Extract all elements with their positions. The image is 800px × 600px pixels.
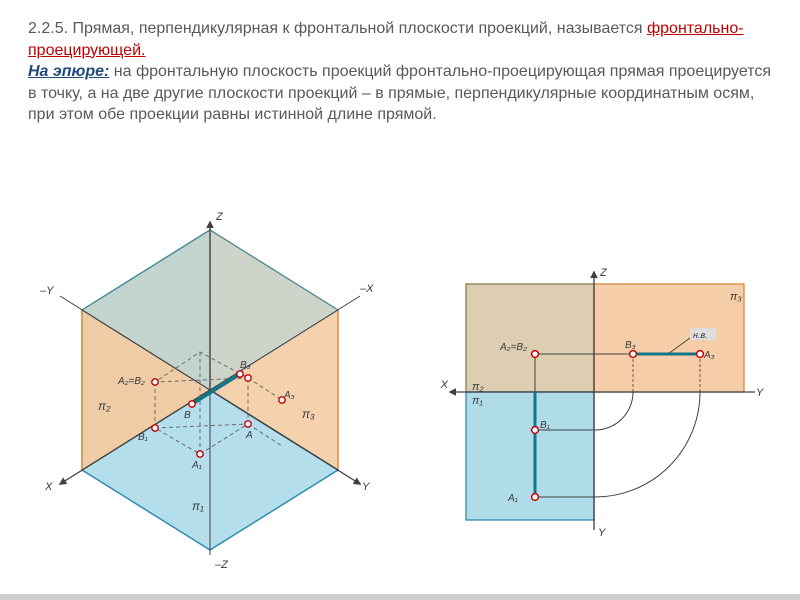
epure-pi1-rect xyxy=(466,392,594,520)
epure-label-y-right: Y xyxy=(756,387,764,399)
label-y: Y xyxy=(362,481,370,493)
label-z: Z xyxy=(215,211,224,223)
lbl-a1-3d: A₁ xyxy=(191,460,202,471)
label-pi2: π₂ xyxy=(98,399,111,413)
right-epure: X Y Z Y π₂ π₁ π₃ н.в. xyxy=(440,267,764,539)
left-3d-figure: Z –Z X –X Y –Y π₁ π₂ π₃ xyxy=(39,211,374,571)
epure-lbl-pi3: π₃ xyxy=(730,291,742,303)
lbl-b3-3d: B₃ xyxy=(240,360,251,371)
slide: 2.2.5. Прямая, перпендикулярная к фронта… xyxy=(0,0,800,600)
lbl-b-3d: B xyxy=(184,410,191,421)
lbl-a2b2-3d: A₂=B₂ xyxy=(117,376,145,387)
epure-pi3-rect xyxy=(594,284,744,392)
epure-label-y-down: Y xyxy=(598,527,606,539)
epure-lbl-pi2: π₂ xyxy=(472,381,484,393)
lbl-a-3d: A xyxy=(245,430,253,441)
diagram-layer: Z –Z X –X Y –Y π₁ π₂ π₃ xyxy=(0,0,800,600)
ep-lbl-b3: B₃ xyxy=(625,340,636,351)
hv-label: н.в. xyxy=(693,330,708,340)
label-neg-x: –X xyxy=(359,283,374,295)
ep-lbl-b1: B₁ xyxy=(540,420,550,431)
epure-label-x: X xyxy=(440,379,449,391)
ep-lbl-a3: A₃ xyxy=(703,350,715,361)
lbl-b1-3d: B₁ xyxy=(138,432,148,443)
epure-label-z: Z xyxy=(599,267,608,279)
epure-pi2-rect xyxy=(466,284,594,392)
ep-lbl-a1: A₁ xyxy=(507,493,518,504)
epure-lbl-pi1: π₁ xyxy=(472,395,483,407)
label-pi1: π₁ xyxy=(192,499,204,513)
lbl-a3-3d: A₃ xyxy=(283,390,295,401)
label-neg-y: –Y xyxy=(39,285,54,297)
label-pi3: π₃ xyxy=(302,407,315,421)
label-x: X xyxy=(44,481,53,493)
ep-lbl-a2b2: A₂=B₂ xyxy=(499,342,527,353)
label-neg-z: –Z xyxy=(214,559,229,571)
